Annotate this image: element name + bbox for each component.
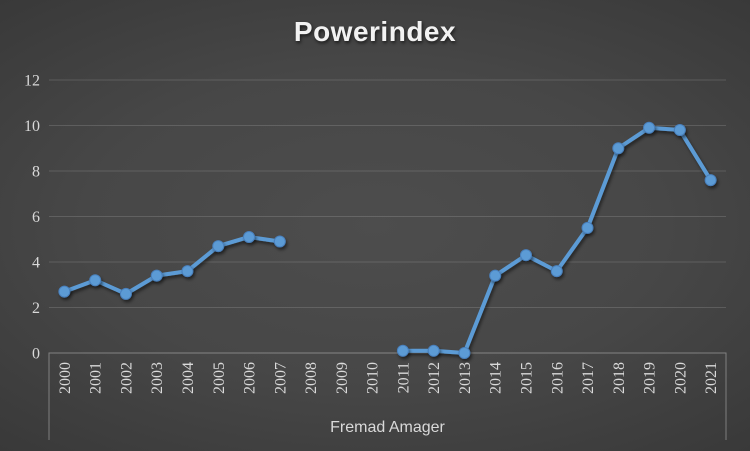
x-tick-label: 2003 bbox=[149, 362, 166, 394]
data-point-marker bbox=[243, 230, 256, 243]
data-point-marker bbox=[612, 142, 625, 155]
y-tick-label: 10 bbox=[24, 118, 40, 135]
x-tick-label: 2007 bbox=[272, 362, 289, 394]
x-tick-label: 2011 bbox=[395, 362, 412, 393]
x-tick-label: 2010 bbox=[365, 362, 382, 394]
y-tick-label: 4 bbox=[32, 255, 40, 272]
chart-title: Powerindex bbox=[293, 16, 457, 47]
data-point-marker bbox=[519, 249, 532, 262]
x-tick-label: 2020 bbox=[672, 362, 689, 394]
x-tick-label: 2001 bbox=[88, 362, 105, 394]
x-tick-label: 2019 bbox=[642, 362, 659, 394]
data-point-marker bbox=[673, 124, 686, 137]
x-tick-label: 2008 bbox=[303, 362, 320, 394]
data-point-marker bbox=[119, 287, 132, 300]
data-point-marker bbox=[489, 269, 502, 282]
x-tick-label: 2018 bbox=[611, 362, 628, 394]
data-point-marker bbox=[704, 174, 717, 187]
y-tick-label: 2 bbox=[32, 300, 40, 317]
y-tick-label: 8 bbox=[32, 164, 40, 181]
data-point-marker bbox=[181, 265, 194, 278]
x-tick-label: 2009 bbox=[334, 362, 351, 394]
data-point-marker bbox=[643, 121, 656, 134]
x-tick-label: 2004 bbox=[180, 362, 197, 394]
x-tick-label: 2000 bbox=[57, 362, 74, 394]
x-tick-label: 2014 bbox=[488, 362, 505, 394]
data-point-marker bbox=[396, 344, 409, 357]
data-point-marker bbox=[550, 265, 563, 278]
x-tick-label: 2005 bbox=[211, 362, 228, 394]
y-tick-label: 0 bbox=[32, 346, 40, 363]
data-point-marker bbox=[58, 285, 71, 298]
x-tick-label: 2006 bbox=[242, 362, 259, 394]
x-tick-label: 2021 bbox=[703, 362, 720, 394]
y-tick-label: 6 bbox=[32, 209, 40, 226]
x-tick-label: 2016 bbox=[549, 362, 566, 394]
data-point-marker bbox=[458, 347, 471, 359]
data-point-marker bbox=[89, 274, 102, 287]
x-tick-label: 2015 bbox=[518, 362, 535, 394]
x-tick-label: 2017 bbox=[580, 362, 597, 394]
axis-line bbox=[48, 352, 727, 440]
x-tick-label: 2002 bbox=[118, 362, 135, 394]
data-point-marker bbox=[212, 240, 225, 253]
x-tick-label: 2013 bbox=[457, 362, 474, 394]
data-point-marker bbox=[273, 235, 286, 248]
series-line bbox=[400, 125, 713, 355]
x-tick-label: 2012 bbox=[426, 362, 443, 394]
data-point-marker bbox=[150, 269, 163, 282]
y-tick-label: 12 bbox=[24, 73, 40, 90]
data-point-marker bbox=[581, 221, 594, 234]
x-axis-title: Fremad Amager bbox=[330, 419, 445, 436]
data-point-marker bbox=[427, 344, 440, 357]
